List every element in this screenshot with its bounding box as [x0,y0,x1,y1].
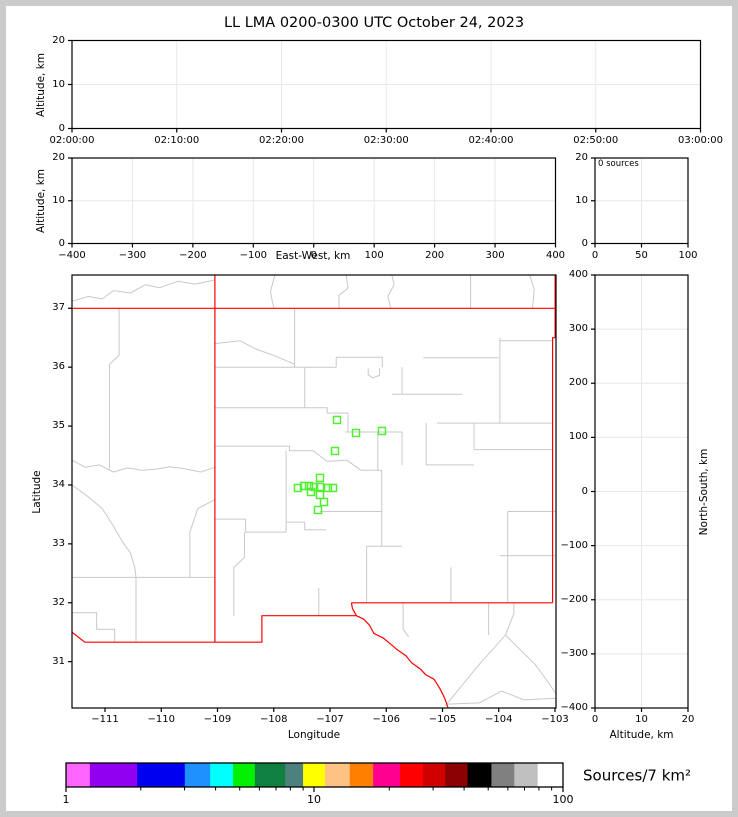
lma-station-square [315,482,325,492]
ew-height-panel [68,157,557,248]
lma-station-markers [293,415,387,515]
map-axes [68,274,557,712]
colorbar-segment [349,763,374,787]
lma-station-square [315,473,325,483]
colorbar-segment [373,763,401,787]
lma-station-square [319,497,329,507]
colorbar-segment [514,763,539,787]
colorbar-segment [210,763,234,787]
lma-station-square [293,483,303,493]
colorbar-segment [184,763,211,787]
colorbar-segment [422,763,446,787]
lma-station-square [323,483,333,493]
colorbar-segment [324,763,351,787]
colorbar-segment [399,763,424,787]
time-height-panel [68,39,702,133]
lma-station-square [315,490,325,500]
colorbar-segment [66,763,91,787]
lma-station-square [330,446,340,456]
colorbar-segment [445,763,469,787]
lma-station-square [304,481,314,491]
ns-height-panel [591,274,689,712]
colorbar-segment [285,763,304,787]
lma-station-square [328,483,338,493]
colorbar-segment [303,763,326,787]
lma-station-square [306,487,316,497]
colorbar-segment [254,763,286,787]
colorbar [65,762,564,792]
colorbar-segment [537,763,564,787]
lma-station-square [299,481,309,491]
colorbar-segment [232,763,256,787]
colorbar-segment [491,763,515,787]
lma-station-square [332,415,342,425]
colorbar-segment [467,763,492,787]
alt-histogram-panel [591,157,689,248]
lma-station-square [377,426,387,436]
county-lines [71,274,557,707]
colorbar-segment [137,763,186,787]
lma-station-square [313,505,323,515]
colorbar-segment [89,763,138,787]
state-border-lines [71,275,556,709]
lma-station-square [351,428,361,438]
